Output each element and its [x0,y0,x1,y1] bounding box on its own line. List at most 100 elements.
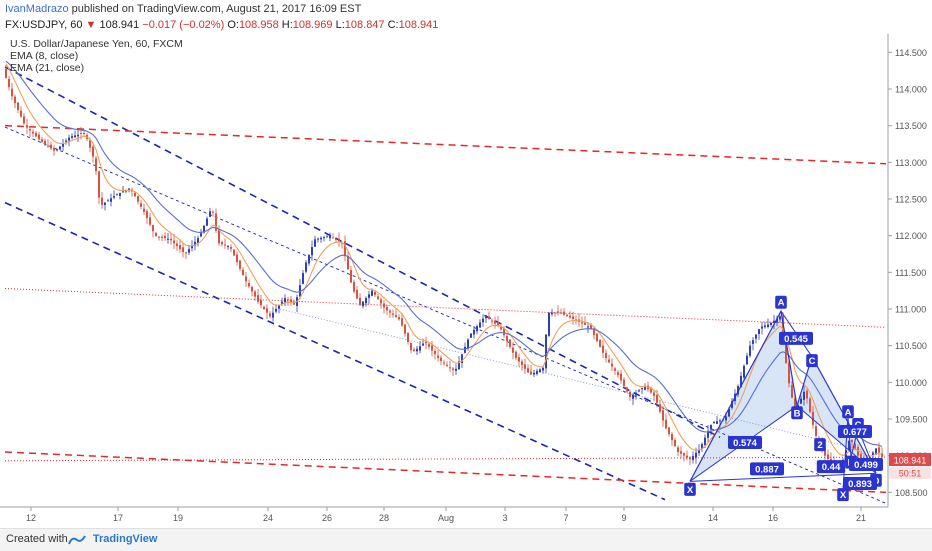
candle-body [674,439,676,447]
down-arrow-icon: ▼ [85,19,97,31]
created-with: Created with TradingView [6,533,157,545]
candle-body [284,298,286,303]
candle-body [560,312,562,314]
y-tick-label: 112.500 [895,195,927,205]
pattern-bcd-fill [797,356,876,474]
candle-body [170,238,172,241]
candle-body [803,391,805,400]
candle-body [386,306,388,311]
candle-body [779,316,781,320]
candle-body [92,146,94,157]
candle-body [449,367,451,369]
channel-line[interactable] [4,66,721,439]
legend-ema8[interactable]: EMA (8, close) [10,50,79,62]
point-x-label-bg [684,482,696,496]
candle-body [356,289,358,299]
point-a-label-bg [775,295,787,309]
candle-body [230,246,232,249]
candle-body [74,135,76,138]
candle-body [347,255,349,270]
candle-body [17,102,19,110]
candle-body [518,357,520,362]
y-tick-label: 111.500 [895,268,926,278]
candle-body [590,324,592,330]
y-tick-label: 108.500 [895,488,928,498]
brand-name[interactable]: TradingView [92,533,158,545]
resistance-line[interactable] [4,124,887,165]
candle-body [725,416,727,421]
author-link[interactable]: IvanMadrazo [5,3,69,15]
point-c-label-bg [806,354,818,368]
resistance-line[interactable] [4,451,887,494]
candle-body [509,339,511,347]
candle-body [776,318,778,323]
candle-body [98,171,100,198]
x-tick-label: 17 [113,513,123,523]
candle-body [332,237,334,239]
candle-body [461,354,463,363]
candle-body [38,134,40,140]
candle-body [110,198,112,202]
ratio-label-bg [728,435,762,449]
ohlc-line: FX:USDJPY, 60 ▼ 108.941 −0.017 (−0.02%) … [5,19,438,31]
channel-line[interactable] [279,308,887,457]
price-chart[interactable]: 114.500 114.000 113.500 113.000 112.500 112.0… [0,34,932,528]
candle-body [608,359,610,363]
candle-body [824,447,826,456]
candle-body [158,236,160,238]
candle-body [155,232,157,236]
legend-title: U.S. Dollar/Japanese Yen, 60, FXCM [10,38,183,50]
candle-body [215,213,217,231]
y-tick-label: 111.000 [895,305,926,315]
candle-body [533,372,535,375]
candle-body [791,385,793,398]
candle-body [689,457,691,460]
legend-ema21[interactable]: EMA (21, close) [10,62,85,74]
candle-body [464,346,466,353]
candle-body [881,453,883,458]
candle-body [569,315,571,318]
candle-body [623,379,625,386]
candle-body [650,387,652,393]
candle-body [413,349,415,352]
channel-line[interactable] [4,201,666,501]
candle-body [311,247,313,256]
candle-body [314,239,316,247]
candle-body [467,339,469,349]
candle-body [47,145,49,147]
ratio-label: 0.499 [854,460,878,471]
candle-body [620,373,622,381]
candle-body [35,132,37,137]
candle-body [11,88,13,97]
footer: Created with TradingView [0,528,932,551]
small-point-x-label: X [840,490,847,501]
candle-body [773,320,775,323]
candle-body [731,401,733,408]
candle-body [53,148,55,151]
candle-body [299,285,301,297]
candle-body [179,245,181,250]
candle-body [563,311,565,315]
chart-area[interactable]: 114.500 114.000 113.500 113.000 112.500 112.0… [0,34,932,528]
candle-body [473,329,475,335]
candle-body [644,386,646,390]
publish-line: IvanMadrazo published on TradingView.com… [5,3,361,15]
candle-body [761,326,763,329]
candle-body [740,375,742,387]
price-badge-bg [889,452,931,466]
header: IvanMadrazo published on TradingView.com… [0,0,932,34]
ema-21-line[interactable] [5,60,883,448]
candle-body [530,371,532,375]
candle-body [425,341,427,344]
candle-body [23,116,25,124]
candle-body [65,140,67,142]
candle-body [224,244,226,246]
candle-body [701,444,703,449]
candle-body [320,237,322,240]
candle-body [26,125,28,128]
candle-body [497,321,499,326]
ema-8-line[interactable] [5,63,883,457]
candle-body [221,242,223,245]
candle-body [239,260,241,269]
candle-body [728,408,730,417]
